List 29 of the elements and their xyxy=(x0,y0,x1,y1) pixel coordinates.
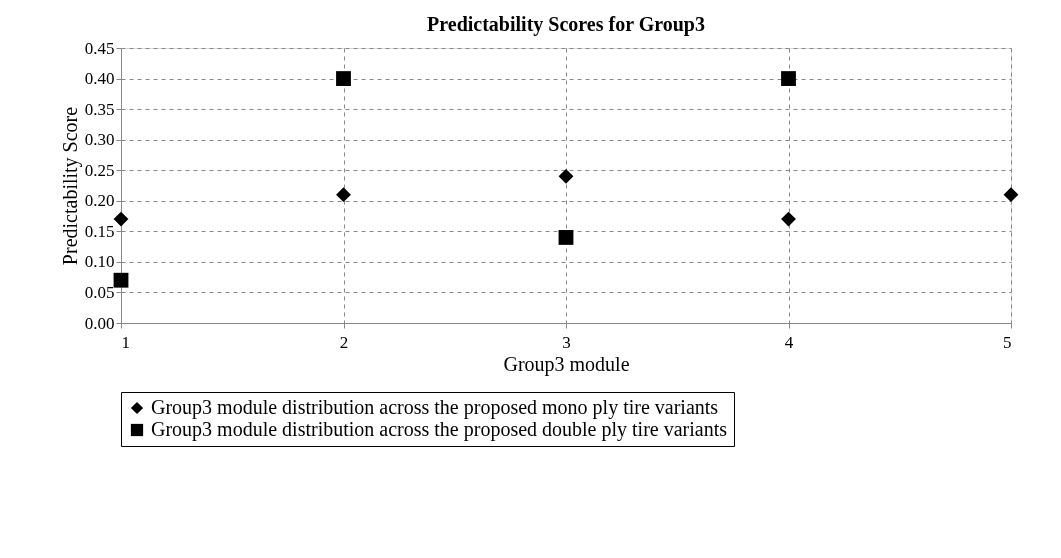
y-tick-label: 0.10 xyxy=(84,252,115,272)
y-tick-label: 0.25 xyxy=(84,160,115,180)
y-tick-label: 0.15 xyxy=(84,221,115,241)
point xyxy=(781,71,796,86)
x-tick-label: 5 xyxy=(1003,332,1012,352)
y-tick-label: 0.35 xyxy=(84,99,115,119)
y-tick-label: 0.30 xyxy=(84,130,115,150)
chart-title: Predictability Scores for Group3 xyxy=(427,13,705,36)
point xyxy=(558,230,574,245)
point xyxy=(113,211,129,227)
x-tick-label: 1 xyxy=(121,332,130,352)
y-tick-label: 0.00 xyxy=(84,313,115,333)
point xyxy=(781,211,796,227)
y-tick-label: 0.45 xyxy=(84,38,115,58)
point xyxy=(336,187,351,203)
y-axis-title: Predictability Score xyxy=(58,106,82,266)
point xyxy=(558,168,574,184)
point xyxy=(113,272,129,288)
y-tick-label: 0.20 xyxy=(84,191,115,211)
y-tick-label: 0.05 xyxy=(84,282,115,302)
legend-label: Group3 module distribution across the proposed mono ply tire variants xyxy=(151,396,719,419)
legend-label: Group3 module distribution across the proposed double ply tire variants xyxy=(151,418,728,441)
point xyxy=(336,71,351,86)
y-tick-label: 0.40 xyxy=(84,69,115,89)
point xyxy=(1003,187,1019,203)
x-tick-label: 2 xyxy=(339,332,349,352)
x-tick-label: 4 xyxy=(784,332,794,352)
x-axis-title: Group3 module xyxy=(503,352,630,376)
x-tick-label: 3 xyxy=(562,332,571,352)
